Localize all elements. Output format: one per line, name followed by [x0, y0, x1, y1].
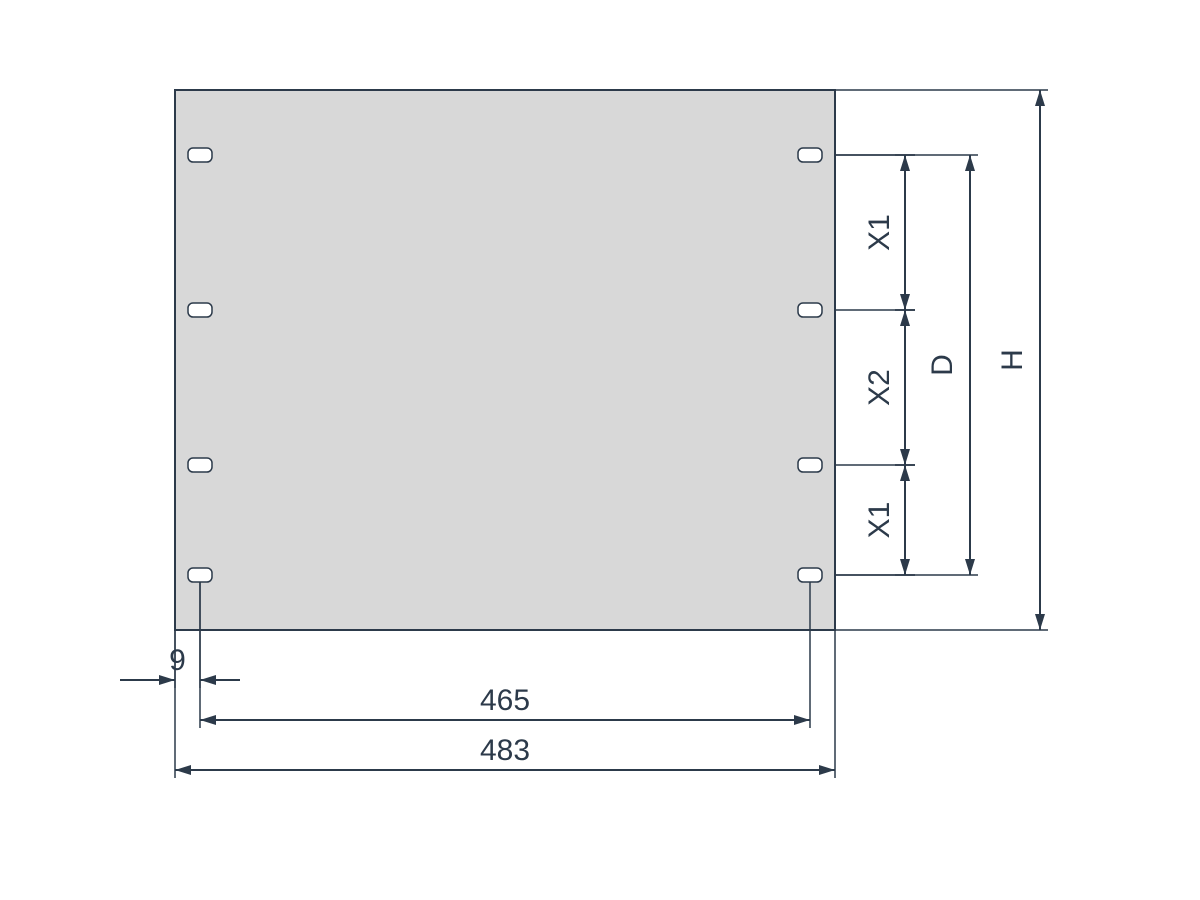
mounting-slot: [188, 303, 212, 317]
dimension-label: X1: [863, 214, 896, 251]
mounting-slot: [798, 568, 822, 582]
dimension-label: 483: [480, 734, 530, 767]
front-panel: [175, 90, 835, 630]
dimension-label: X1: [863, 502, 896, 539]
technical-drawing: 465 483 9 H D X1 X2 X1: [0, 0, 1200, 900]
mounting-slot: [798, 148, 822, 162]
dim-edge-offset: 9: [169, 644, 186, 677]
mounting-slot: [798, 458, 822, 472]
mounting-slot: [188, 148, 212, 162]
dimension-label: H: [996, 349, 1029, 371]
mounting-slot: [188, 458, 212, 472]
mounting-slot: [798, 303, 822, 317]
dimension-label: D: [926, 354, 959, 376]
mounting-slot: [188, 568, 212, 582]
dimension-label: 465: [480, 684, 530, 717]
dimension-label: X2: [863, 369, 896, 406]
